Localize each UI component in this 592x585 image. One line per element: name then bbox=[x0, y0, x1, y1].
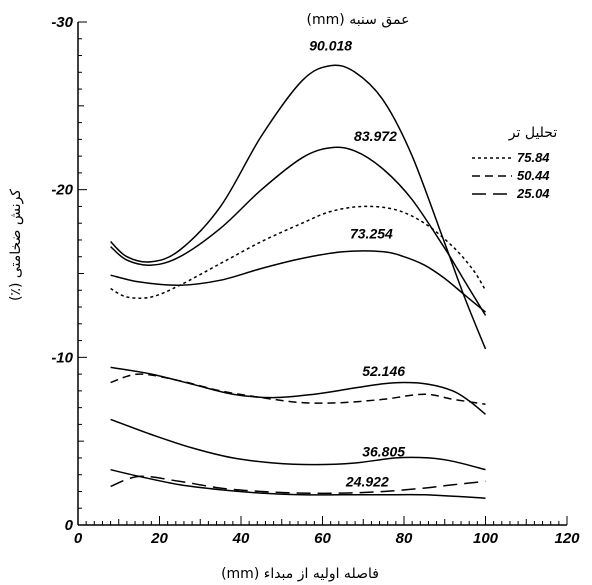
chart-axes: 0 20 40 60 80 100 120 0 -10 -20 -30 bbox=[51, 14, 580, 547]
curve-label-73-254: 73.254 bbox=[350, 225, 393, 241]
y-tick-label-0: 0 bbox=[65, 517, 74, 534]
legend-label-75-84: 75.84 bbox=[517, 150, 550, 165]
legend-label-25-04: 25.04 bbox=[516, 186, 550, 201]
y-tick-label--20: -20 bbox=[51, 182, 73, 199]
legend-title: تحلیل تر bbox=[508, 125, 558, 141]
series-line-83-972 bbox=[110, 146, 487, 316]
x-tick-label-0: 0 bbox=[74, 530, 83, 547]
curve-label-90-018: 90.018 bbox=[309, 38, 352, 54]
series-line-75-84 bbox=[110, 205, 487, 299]
legend: 75.84 50.44 25.04 bbox=[472, 150, 550, 201]
x-tick-label-120: 120 bbox=[554, 530, 580, 547]
curve-label-24-922: 24.922 bbox=[345, 473, 389, 489]
series-layer bbox=[110, 64, 487, 499]
y-axis-title: کرنش ضخامتی (٪) bbox=[8, 189, 24, 301]
x-axis-title: فاصله اولیه از مبداء (mm) bbox=[221, 566, 379, 582]
legend-label-50-44: 50.44 bbox=[517, 168, 550, 183]
curve-label-83-972: 83.972 bbox=[354, 128, 397, 144]
series-line-36-805 bbox=[110, 418, 486, 471]
curve-group-title: عمق سنبه (mm) bbox=[307, 12, 410, 28]
curve-label-36-805: 36.805 bbox=[362, 443, 405, 459]
series-line-50-44 bbox=[110, 373, 486, 406]
x-tick-label-100: 100 bbox=[473, 530, 499, 547]
series-line-24-922 bbox=[110, 468, 486, 499]
series-line-90-018 bbox=[110, 64, 487, 350]
x-tick-label-80: 80 bbox=[396, 530, 413, 547]
curve-label-52-146: 52.146 bbox=[362, 363, 405, 379]
x-tick-label-60: 60 bbox=[314, 530, 331, 547]
series-line-52-146 bbox=[110, 366, 486, 415]
x-tick-label-20: 20 bbox=[150, 530, 168, 547]
y-tick-label--10: -10 bbox=[51, 349, 73, 366]
y-tick-label--30: -30 bbox=[51, 14, 73, 31]
series-line-25-04 bbox=[110, 475, 486, 495]
x-tick-label-40: 40 bbox=[232, 530, 250, 547]
curve-labels-layer: 90.018 83.972 73.254 52.146 36.805 24.922 bbox=[309, 38, 405, 490]
series-line-73-254 bbox=[110, 250, 486, 313]
